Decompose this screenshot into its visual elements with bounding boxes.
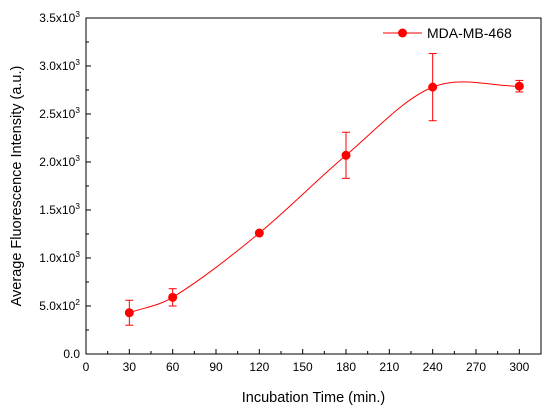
x-tick-label: 240 [423, 360, 443, 374]
y-tick-label: 0.0 [63, 347, 80, 361]
legend: MDA-MB-468 [383, 25, 512, 41]
y-tick-label: 2.0x103 [39, 153, 80, 169]
x-tick-label: 60 [166, 360, 180, 374]
y-axis-title: Average Fluorescence Intensity (a.u.) [9, 66, 25, 307]
marks-layer [124, 53, 524, 326]
x-tick-label: 270 [466, 360, 486, 374]
legend-marker [398, 28, 407, 38]
fit-layer [129, 81, 520, 314]
x-tick-label: 210 [379, 360, 399, 374]
plot-frame [85, 17, 542, 355]
x-tick-label: 120 [249, 360, 269, 374]
axes-layer: 0 30 60 90 120 150 180 210 240 270 300 0.0 5.0x102 1.… [39, 9, 529, 374]
data-point [254, 228, 264, 238]
data-point [514, 81, 524, 91]
data-point [168, 292, 178, 302]
x-tick-label: 0 [83, 360, 90, 374]
y-tick-label: 5.0x102 [39, 297, 80, 313]
data-point [428, 82, 438, 92]
x-tick-label: 150 [293, 360, 313, 374]
y-tick-label: 2.5x103 [39, 105, 80, 121]
fit-curve [129, 81, 520, 314]
x-tick-label: 30 [123, 360, 137, 374]
y-tick-label: 1.0x103 [39, 249, 80, 265]
x-axis-title: Incubation Time (min.) [242, 390, 385, 406]
data-point [124, 308, 134, 318]
y-tick-label: 3.0x103 [39, 57, 80, 73]
y-tick-label: 1.5x103 [39, 201, 80, 217]
y-tick-label: 3.5x103 [39, 9, 80, 25]
data-point [341, 150, 351, 160]
x-tick-label: 180 [336, 360, 356, 374]
x-tick-label: 90 [209, 360, 223, 374]
x-tick-label: 300 [509, 360, 529, 374]
legend-label: MDA-MB-468 [427, 25, 512, 41]
